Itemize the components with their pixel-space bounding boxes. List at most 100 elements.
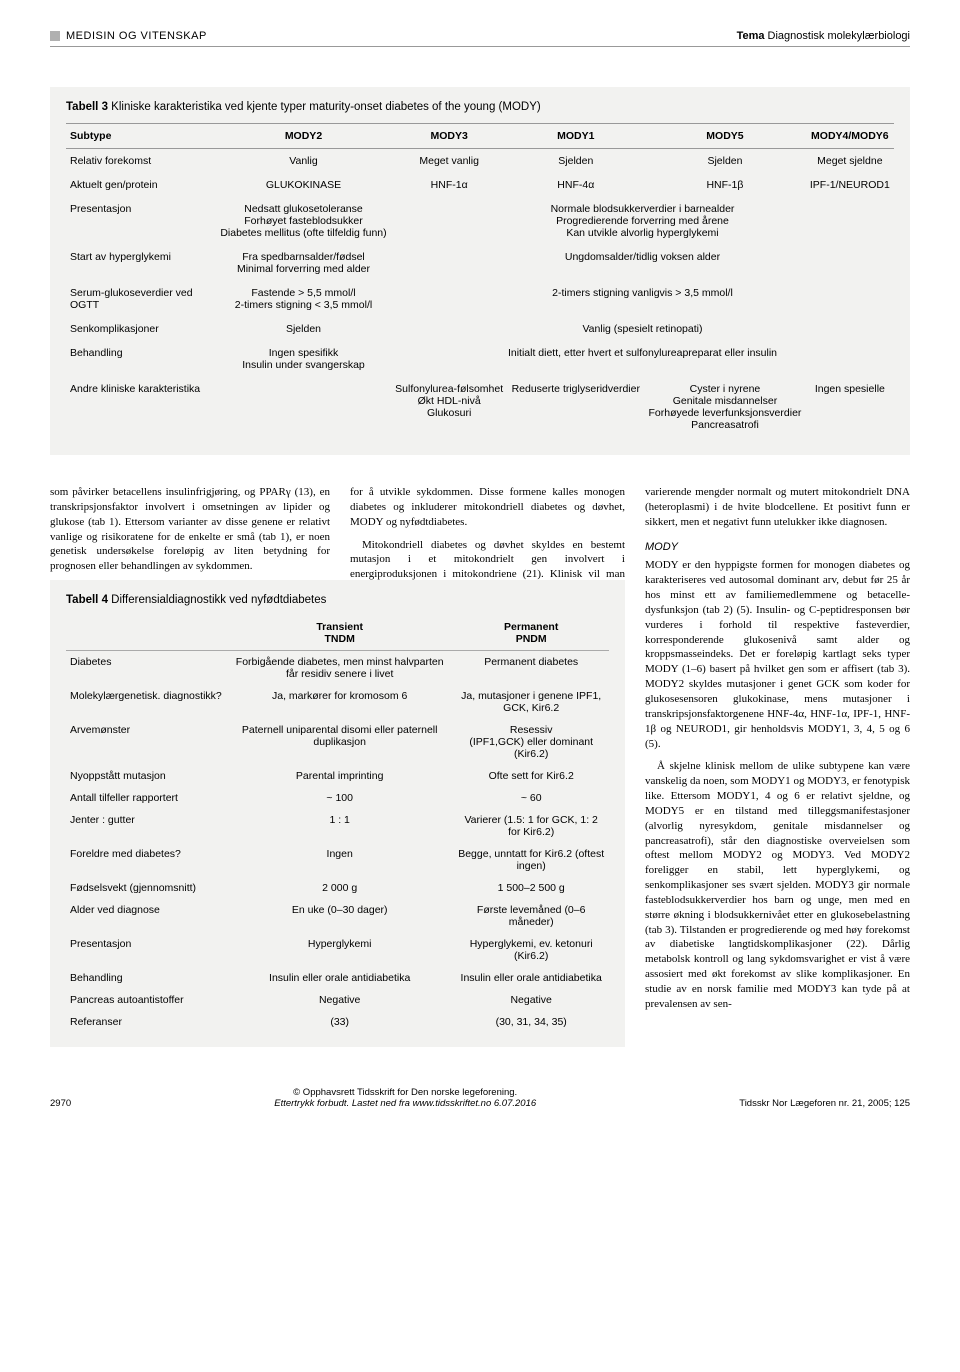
table4: TransientTNDM PermanentPNDM DiabetesForb…: [66, 616, 609, 1033]
row-label: Serum-glukoseverdier ved OGTT: [66, 281, 216, 317]
cell: HNF-4α: [507, 173, 644, 197]
page-footer: 2970 © Opphavsrett Tidsskrift for Den no…: [50, 1087, 910, 1109]
theme-text: Diagnostisk molekylærbiologi: [768, 30, 910, 42]
t4-h1: TransientTNDM: [226, 616, 453, 651]
section-title: MEDISIN OG VITENSKAP: [66, 30, 207, 42]
cell: (33): [226, 1011, 453, 1033]
cell: Parental imprinting: [226, 765, 453, 787]
table3-caption: Tabell 3 Kliniske karakteristika ved kje…: [66, 101, 894, 113]
row-label: Pancreas autoantistoffer: [66, 989, 226, 1011]
cell: 1 500–2 500 g: [453, 877, 609, 899]
cell: Begge, unntatt for Kir6.2 (oftest ingen): [453, 843, 609, 877]
table3-header-row: Subtype MODY2 MODY3 MODY1 MODY5 MODY4/MO…: [66, 124, 894, 149]
cell: Hyperglykemi, ev. ketonuri (Kir6.2): [453, 933, 609, 967]
table-row: BehandlingIngen spesifikkInsulin under s…: [66, 341, 894, 377]
cell: Insulin eller orale antidiabetika: [453, 967, 609, 989]
cell: Sjelden: [507, 149, 644, 174]
cell: Fra spedbarnsalder/fødselMinimal forverr…: [216, 245, 391, 281]
cell: Permanent diabetes: [453, 650, 609, 685]
cell: Ja, mutasjoner i genene IPF1, GCK, Kir6.…: [453, 685, 609, 719]
cell: Paternell uniparental disomi eller pater…: [226, 719, 453, 765]
column-3: varierende mengder normalt og mutert mit…: [645, 485, 910, 1020]
cell-span: 2-timers stigning vanligvis > 3,5 mmol/l: [391, 281, 894, 317]
cell: Sjelden: [216, 317, 391, 341]
row-label: Senkomplikasjoner: [66, 317, 216, 341]
t3-col-2: MODY3: [391, 124, 507, 149]
cell: 2 000 g: [226, 877, 453, 899]
row-label: Behandling: [66, 967, 226, 989]
footer-line2: Ettertrykk forbudt. Lastet ned fra www.t…: [274, 1098, 536, 1109]
cell: 1 : 1: [226, 809, 453, 843]
col3-p1: varierende mengder normalt og mutert mit…: [645, 485, 910, 530]
cell: Ofte sett for Kir6.2: [453, 765, 609, 787]
cell: Hyperglykemi: [226, 933, 453, 967]
row-label: Arvemønster: [66, 719, 226, 765]
table-row: Foreldre med diabetes?IngenBegge, unntat…: [66, 843, 609, 877]
table4-caption: Tabell 4 Differensialdiagnostikk ved nyf…: [66, 594, 609, 606]
footer-copyright: © Opphavsrett Tidsskrift for Den norske …: [274, 1087, 536, 1098]
table4-caption-rest: Differensialdiagnostikk ved nyfødtdiabet…: [111, 594, 326, 606]
cell-span: Ungdomsalder/tidlig voksen alder: [391, 245, 894, 281]
row-label: Molekylærgenetisk. diagnostikk?: [66, 685, 226, 719]
col3-p2: MODY er den hyppigste formen for monogen…: [645, 558, 910, 751]
row-label: Jenter : gutter: [66, 809, 226, 843]
footer-right: Tidsskr Nor Lægeforen nr. 21, 2005; 125: [739, 1098, 910, 1109]
cell: Vanlig: [216, 149, 391, 174]
table-row: PresentasjonHyperglykemiHyperglykemi, ev…: [66, 933, 609, 967]
table-row: Referanser(33)(30, 31, 34, 35): [66, 1011, 609, 1033]
row-label: Presentasjon: [66, 933, 226, 967]
table4-block: Tabell 4 Differensialdiagnostikk ved nyf…: [50, 580, 625, 1047]
cell-span: Vanlig (spesielt retinopati): [391, 317, 894, 341]
table-row: Serum-glukoseverdier ved OGTTFastende > …: [66, 281, 894, 317]
row-label: Presentasjon: [66, 197, 216, 245]
t3-col-1: MODY2: [216, 124, 391, 149]
table-row: DiabetesForbigående diabetes, men minst …: [66, 650, 609, 685]
footer-page: 2970: [50, 1098, 71, 1109]
row-label: Antall tilfeller rapportert: [66, 787, 226, 809]
section-marker-icon: [50, 31, 60, 41]
cell: Fastende > 5,5 mmol/l2-timers stigning <…: [216, 281, 391, 317]
t3-col-0: Subtype: [66, 124, 216, 149]
table-row: Nyoppstått mutasjonParental imprintingOf…: [66, 765, 609, 787]
cell: Ja, markører for kromosom 6: [226, 685, 453, 719]
table4-header-row: TransientTNDM PermanentPNDM: [66, 616, 609, 651]
header-section: MEDISIN OG VITENSKAP: [50, 30, 207, 42]
table-row: Alder ved diagnoseEn uke (0–30 dager)Før…: [66, 899, 609, 933]
table-row: Pancreas autoantistofferNegativeNegative: [66, 989, 609, 1011]
header-theme: Tema Diagnostisk molekylærbiologi: [737, 30, 910, 42]
table-row: ArvemønsterPaternell uniparental disomi …: [66, 719, 609, 765]
cell: (30, 31, 34, 35): [453, 1011, 609, 1033]
table-row: Start av hyperglykemiFra spedbarnsalder/…: [66, 245, 894, 281]
footer-center: © Opphavsrett Tidsskrift for Den norske …: [274, 1087, 536, 1109]
row-label: Diabetes: [66, 650, 226, 685]
table4-caption-bold: Tabell 4: [66, 594, 108, 606]
cell: HNF-1α: [391, 173, 507, 197]
cell: Ingen: [226, 843, 453, 877]
cell-span: Normale blodsukkerverdier i barnealderPr…: [391, 197, 894, 245]
t4-h0: [66, 616, 226, 651]
cell: GLUKOKINASE: [216, 173, 391, 197]
cell: Sjelden: [644, 149, 805, 174]
col3-p3: Å skjelne klinisk mellom de ulike subtyp…: [645, 759, 910, 1011]
table-row: Fødselsvekt (gjennomsnitt)2 000 g1 500–2…: [66, 877, 609, 899]
t3-col-4: MODY5: [644, 124, 805, 149]
table-row: Antall tilfeller rapportert~ 100~ 60: [66, 787, 609, 809]
table-row: Molekylærgenetisk. diagnostikk?Ja, markø…: [66, 685, 609, 719]
table-row: SenkomplikasjonerSjeldenVanlig (spesielt…: [66, 317, 894, 341]
table-row: Aktuelt gen/proteinGLUKOKINASEHNF-1αHNF-…: [66, 173, 894, 197]
cell-span: Initialt diett, etter hvert et sulfonylu…: [391, 341, 894, 377]
row-label: Nyoppstått mutasjon: [66, 765, 226, 787]
cell: Meget vanlig: [391, 149, 507, 174]
row-label: Start av hyperglykemi: [66, 245, 216, 281]
table3-caption-bold: Tabell 3: [66, 101, 108, 113]
col3-subhead: MODY: [645, 540, 910, 555]
table3: Subtype MODY2 MODY3 MODY1 MODY5 MODY4/MO…: [66, 123, 894, 437]
table-row: Relativ forekomstVanligMeget vanligSjeld…: [66, 149, 894, 174]
row-label: Aktuelt gen/protein: [66, 173, 216, 197]
cell: Negative: [226, 989, 453, 1011]
row-label: Fødselsvekt (gjennomsnitt): [66, 877, 226, 899]
row-label: Alder ved diagnose: [66, 899, 226, 933]
row-label: Referanser: [66, 1011, 226, 1033]
t3-col-5: MODY4/MODY6: [806, 124, 894, 149]
row-label: Behandling: [66, 341, 216, 377]
